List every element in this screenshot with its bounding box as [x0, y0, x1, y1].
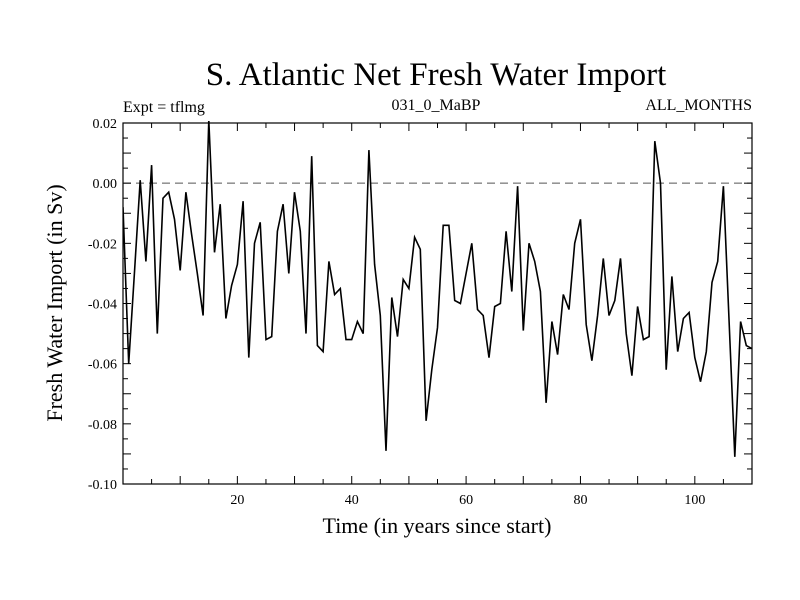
x-tick-label: 40 [345, 493, 359, 508]
y-tick-label: 0.02 [93, 117, 118, 132]
series-line [123, 121, 752, 457]
y-tick-label: -0.06 [88, 358, 117, 373]
chart-title: S. Atlantic Net Fresh Water Import [206, 57, 667, 93]
y-tick-label: -0.10 [88, 478, 117, 493]
x-tick-label: 60 [459, 493, 473, 508]
y-axis-title: Fresh Water Import (in Sv) [42, 184, 67, 421]
run-id-label: 031_0_MaBP [392, 97, 481, 114]
x-tick-label: 100 [684, 493, 705, 508]
x-tick-label: 20 [230, 493, 244, 508]
y-tick-label: -0.04 [88, 298, 117, 313]
x-tick-label: 80 [573, 493, 587, 508]
y-tick-label: -0.08 [88, 418, 117, 433]
months-label: ALL_MONTHS [645, 97, 752, 114]
plot-area: 20 40 60 80 100 -0.10 -0.08 -0.06 -0.04 -0.02 0.00… [88, 117, 753, 508]
y-tick-label: 0.00 [93, 177, 118, 192]
x-axis-title: Time (in years since start) [323, 513, 552, 538]
y-tick-label: -0.02 [88, 237, 117, 252]
expt-label: Expt = tflmg [123, 99, 205, 116]
